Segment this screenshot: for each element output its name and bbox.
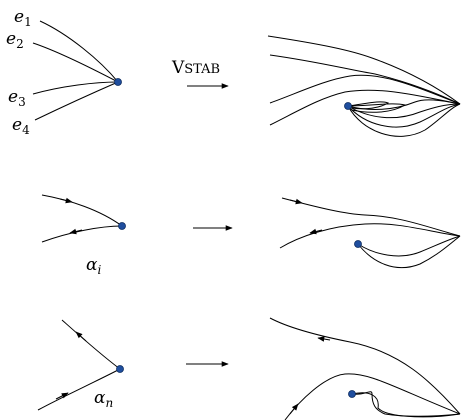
edge-label-e4-base: e: [12, 115, 22, 135]
outgoing-edge: [61, 319, 121, 370]
loop-1: [347, 101, 390, 110]
edge-e2: [32, 42, 119, 83]
loop-2: [347, 103, 407, 113]
alpha-n-base: α: [94, 388, 106, 408]
vertex: [116, 365, 124, 373]
top-left-star-graph: [32, 20, 122, 121]
lower-curve: [284, 373, 461, 420]
edge-label-e1: e1: [14, 7, 32, 29]
loop-outer: [357, 235, 461, 269]
alpha-n-sub: n: [105, 396, 113, 410]
edge-label-e2: e2: [6, 29, 24, 51]
edge-label-e2-sub: 2: [16, 37, 24, 51]
edge-e3: [32, 81, 119, 95]
incoming-arrow-marker: [59, 197, 73, 204]
bottom-right-graph: [269, 317, 461, 420]
inner-curve-4: [347, 103, 461, 137]
incoming-edge: [41, 194, 123, 227]
vertex: [354, 240, 362, 248]
edge-label-e4: e4: [12, 115, 30, 137]
outer-curve-4: [269, 89, 461, 126]
lower-arrow-marker: [289, 403, 299, 415]
loop-inner: [357, 235, 461, 257]
edge-label-e3-base: e: [8, 87, 18, 107]
edge-e4: [34, 81, 119, 121]
middle-right-graph: [279, 197, 461, 269]
top-arrow-marker: [317, 336, 331, 342]
incoming-edge: [37, 368, 121, 411]
svg-text:e2: e2: [6, 29, 24, 51]
vertex: [348, 390, 356, 398]
outer-curve-3: [269, 74, 461, 105]
outgoing-arrow-marker: [75, 331, 87, 342]
loop-outer: [351, 392, 461, 418]
lower-arrow-marker: [309, 228, 323, 235]
alpha-i-label: αi: [86, 255, 101, 277]
middle-left-graph: [41, 194, 126, 243]
edge-label-e4-sub: 4: [22, 123, 30, 137]
outgoing-edge: [41, 225, 123, 243]
edge-label-e3: e3: [8, 87, 26, 109]
edge-label-e2-base: e: [6, 29, 16, 49]
svg-text:e3: e3: [8, 87, 26, 109]
outer-curve-1: [267, 35, 461, 105]
edge-label-e1-sub: 1: [24, 15, 32, 29]
top-curve: [269, 317, 461, 415]
svg-text:e1: e1: [14, 7, 32, 29]
vertex: [118, 222, 126, 230]
upper-arrow-marker: [289, 198, 303, 205]
alpha-i-sub: i: [97, 263, 101, 277]
outgoing-arrow-marker: [69, 228, 83, 235]
alpha-n-label: αn: [94, 388, 113, 410]
vertex: [114, 78, 122, 86]
operation-label: VSTAB: [171, 58, 220, 78]
edge-label-e1-base: e: [14, 7, 24, 27]
bottom-left-graph: [37, 319, 124, 411]
inner-curve-3: [347, 103, 461, 128]
top-right-stabilized-graph: [267, 35, 461, 137]
alpha-i-base: α: [86, 255, 98, 275]
loop-inner: [351, 391, 461, 417]
edge-e1: [39, 20, 119, 83]
inner-curve-2: [347, 103, 461, 119]
lower-curve: [279, 223, 461, 249]
vertex: [344, 102, 352, 110]
incoming-arrow-marker: [55, 392, 69, 400]
upper-curve: [281, 197, 461, 237]
edge-label-e3-sub: 3: [18, 95, 26, 109]
svg-text:e4: e4: [12, 115, 30, 137]
outer-curve-2: [269, 54, 461, 105]
operation-label-rest: STAB: [184, 62, 220, 77]
operation-label-initial: V: [171, 58, 185, 78]
